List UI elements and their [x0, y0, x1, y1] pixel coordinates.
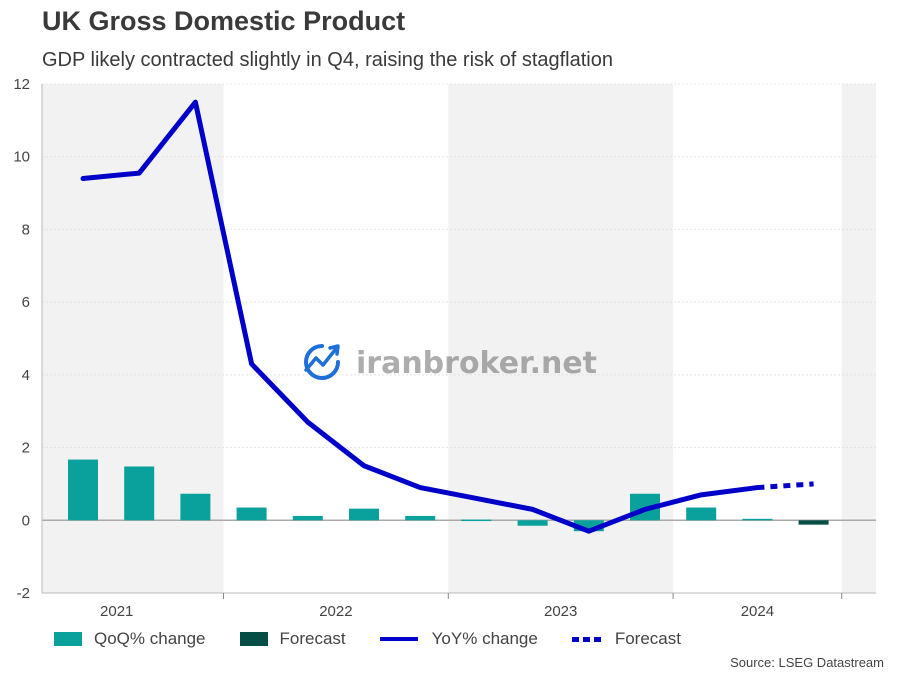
source-note: Source: LSEG Datastream [730, 655, 884, 670]
legend-label-qoq: QoQ% change [94, 629, 206, 648]
legend: QoQ% change Forecast YoY% change Forecas… [54, 629, 715, 649]
qoq-bar [742, 518, 773, 521]
qoq-bar [686, 507, 717, 521]
legend-line-yoy [379, 637, 418, 641]
legend-label-yoy: YoY% change [431, 629, 538, 648]
qoq-bar [124, 466, 155, 521]
yoy-forecast-line [757, 481, 814, 491]
year-shade-band [841, 84, 876, 593]
qoq-bar [236, 507, 267, 521]
y-tick-label: 0 [22, 512, 30, 529]
legend-item-yoy: YoY% change [379, 629, 538, 649]
qoq-bar [573, 520, 604, 532]
qoq-bar [349, 508, 379, 521]
y-tick-label: 4 [22, 367, 30, 384]
legend-swatch-qoq [54, 632, 82, 646]
qoq-bar [517, 520, 548, 526]
legend-dots-yoy-forecast [571, 636, 601, 642]
legend-label-yoy-forecast: Forecast [614, 629, 681, 648]
x-tick-label: 2021 [100, 603, 133, 620]
legend-swatch-qoq-forecast [239, 632, 268, 646]
chart-title: UK Gross Domestic Product [42, 6, 406, 36]
y-tick-label: 8 [22, 221, 30, 238]
qoq-bar [405, 515, 436, 521]
y-tick-label: 10 [13, 149, 30, 166]
watermark: iranbroker.net [304, 344, 597, 381]
x-tick-label: 2023 [544, 603, 577, 620]
legend-item-qoq: QoQ% change [54, 629, 206, 649]
legend-label-qoq-forecast: Forecast [279, 629, 346, 648]
y-tick-label: 2 [22, 440, 30, 457]
x-tick-label: 2022 [319, 603, 352, 620]
x-tick-label: 2024 [741, 603, 774, 620]
yoy-line [80, 99, 760, 534]
qoq-bar [68, 459, 98, 521]
watermark-text: iranbroker.net [356, 346, 597, 381]
y-tick-label: 6 [22, 294, 30, 311]
qoq-bar [292, 515, 323, 521]
qoq-bar [180, 493, 211, 521]
qoq-bar [461, 519, 492, 522]
y-tick-label: -2 [17, 585, 30, 602]
y-tick-label: 12 [13, 76, 30, 93]
qoq-forecast-bar [798, 520, 829, 525]
legend-item-qoq-forecast: Forecast [239, 629, 346, 649]
chart-subtitle: GDP likely contracted slightly in Q4, ra… [42, 49, 613, 71]
chart-growth-icon [304, 344, 340, 380]
legend-item-yoy-forecast: Forecast [571, 629, 681, 649]
